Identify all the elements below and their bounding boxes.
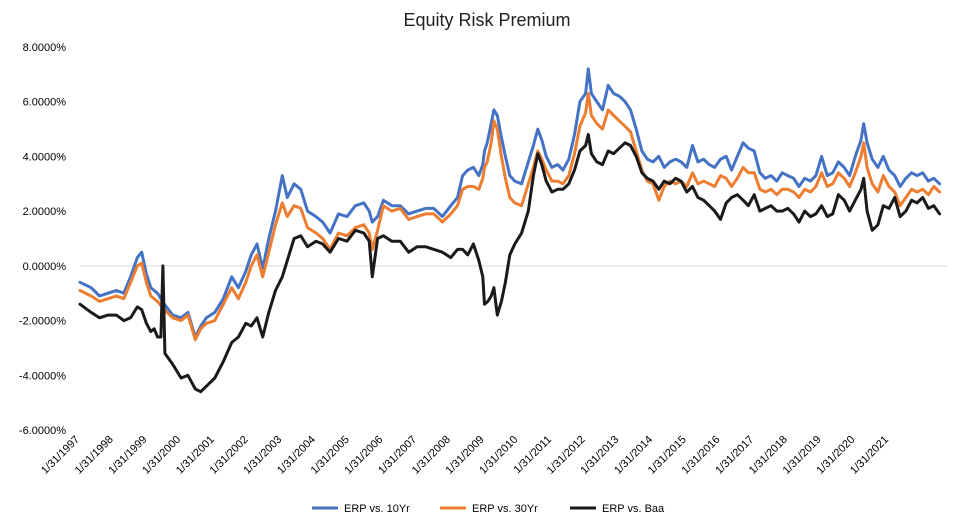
- y-tick-label: 2.0000%: [23, 206, 67, 218]
- legend-item: ERP vs. 10Yr: [312, 503, 410, 515]
- y-tick-label: -4.0000%: [19, 370, 66, 382]
- y-tick-label: 8.0000%: [23, 42, 67, 54]
- legend-label: ERP vs. 10Yr: [344, 503, 410, 515]
- legend: ERP vs. 10Yr ERP vs. 30Yr ERP vs. Baa: [312, 503, 665, 515]
- series-line-0: [78, 67, 942, 339]
- x-axis-ticks: 1/31/19971/31/19981/31/19991/31/20001/31…: [39, 434, 891, 477]
- y-axis-ticks: 8.0000% 6.0000% 4.0000% 2.0000% 0.0000% -2.00…: [19, 42, 66, 437]
- legend-item: ERP vs. Baa: [570, 503, 665, 515]
- y-tick-label: -6.0000%: [19, 425, 66, 437]
- y-tick-label: 0.0000%: [23, 261, 67, 273]
- y-tick-label: 6.0000%: [23, 97, 67, 109]
- series-line-2: [78, 133, 942, 394]
- y-tick-label: 4.0000%: [23, 151, 67, 163]
- series-lines: [78, 67, 942, 394]
- chart-title: Equity Risk Premium: [403, 10, 570, 30]
- series-line-1: [78, 92, 942, 342]
- y-tick-label: -2.0000%: [19, 316, 66, 328]
- legend-label: ERP vs. 30Yr: [472, 503, 538, 515]
- legend-item: ERP vs. 30Yr: [440, 503, 538, 515]
- legend-label: ERP vs. Baa: [602, 503, 665, 515]
